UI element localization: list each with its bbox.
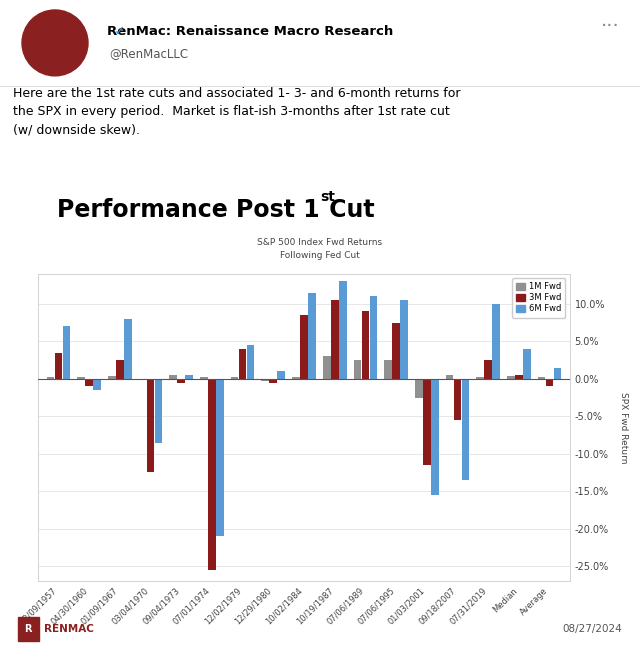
- Bar: [208, 379, 216, 570]
- Bar: [278, 371, 285, 379]
- Bar: [454, 379, 461, 420]
- Bar: [461, 379, 469, 480]
- Text: ···: ···: [601, 17, 620, 37]
- Bar: [362, 311, 369, 379]
- Bar: [300, 315, 308, 379]
- Bar: [216, 379, 224, 536]
- Bar: [339, 281, 346, 379]
- Bar: [63, 327, 70, 379]
- Bar: [445, 375, 453, 379]
- Bar: [308, 293, 316, 379]
- Bar: [269, 379, 277, 383]
- Bar: [200, 377, 208, 379]
- Bar: [384, 360, 392, 379]
- Bar: [392, 323, 400, 379]
- Text: ✓: ✓: [110, 25, 125, 39]
- Text: R: R: [24, 624, 32, 634]
- Circle shape: [22, 10, 88, 76]
- Bar: [231, 377, 239, 379]
- Bar: [93, 379, 101, 390]
- Text: RENMAC: RENMAC: [44, 624, 93, 634]
- Bar: [369, 297, 377, 379]
- Bar: [292, 377, 300, 379]
- Bar: [116, 360, 124, 379]
- Bar: [77, 377, 85, 379]
- Bar: [423, 379, 431, 465]
- Text: Here are the 1st rate cuts and associated 1- 3- and 6-month returns for
the SPX : Here are the 1st rate cuts and associate…: [13, 87, 460, 137]
- Y-axis label: SPX Fwd Return: SPX Fwd Return: [619, 391, 628, 464]
- Bar: [139, 379, 147, 380]
- Bar: [538, 377, 545, 379]
- Bar: [262, 379, 269, 381]
- Bar: [554, 367, 561, 379]
- Legend: 1M Fwd, 3M Fwd, 6M Fwd: 1M Fwd, 3M Fwd, 6M Fwd: [512, 278, 565, 317]
- Text: 08/27/2024: 08/27/2024: [563, 624, 623, 634]
- Bar: [400, 300, 408, 379]
- Text: st: st: [320, 190, 335, 204]
- Bar: [108, 376, 116, 379]
- Bar: [484, 360, 492, 379]
- Bar: [124, 319, 132, 379]
- Bar: [323, 356, 331, 379]
- Bar: [546, 379, 554, 386]
- Bar: [492, 304, 500, 379]
- Bar: [47, 377, 54, 379]
- Bar: [170, 375, 177, 379]
- Text: Cut: Cut: [321, 198, 375, 222]
- Bar: [331, 300, 339, 379]
- Bar: [186, 375, 193, 379]
- Text: MAC: MAC: [45, 44, 65, 53]
- Bar: [353, 360, 361, 379]
- Bar: [85, 379, 93, 386]
- Text: @RenMacLLC: @RenMacLLC: [109, 47, 188, 60]
- Text: REN: REN: [46, 33, 64, 41]
- Bar: [18, 617, 39, 641]
- Bar: [431, 379, 438, 495]
- Bar: [523, 349, 531, 379]
- Text: RenMac: Renaissance Macro Research: RenMac: Renaissance Macro Research: [107, 25, 393, 39]
- Bar: [247, 345, 255, 379]
- Text: Performance Post 1: Performance Post 1: [58, 198, 320, 222]
- Bar: [515, 375, 523, 379]
- Bar: [415, 379, 422, 397]
- Bar: [507, 376, 515, 379]
- Bar: [239, 349, 246, 379]
- Bar: [147, 379, 154, 472]
- Text: S&P 500 Index Fwd Returns
Following Fed Cut: S&P 500 Index Fwd Returns Following Fed …: [257, 238, 383, 260]
- Bar: [476, 377, 484, 379]
- Bar: [155, 379, 163, 442]
- Bar: [177, 379, 185, 383]
- Bar: [54, 353, 62, 379]
